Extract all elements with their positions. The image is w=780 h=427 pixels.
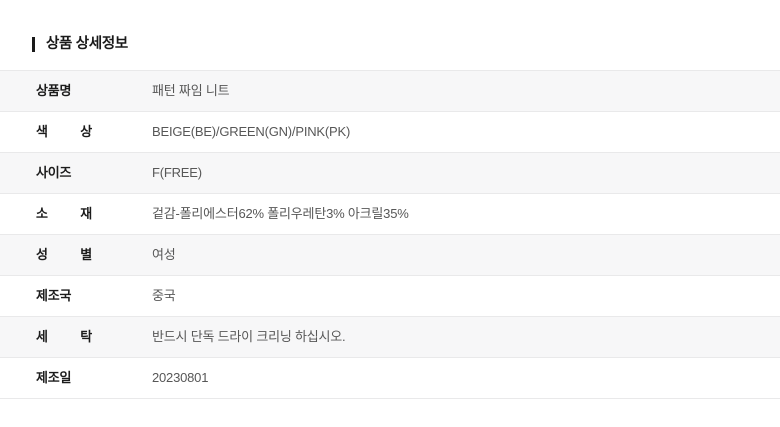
spec-label-cell: 상품명: [0, 70, 152, 112]
spec-value-cell: 반드시 단독 드라이 크리닝 하십시오.: [152, 316, 780, 358]
table-row: 제조일 20230801: [0, 357, 780, 399]
section-heading: 상품 상세정보: [0, 30, 780, 58]
spec-value-cell: F(FREE): [152, 152, 780, 194]
spec-label-cell: 사이즈: [0, 152, 152, 194]
spec-label: 제조국: [36, 288, 72, 303]
spec-value: 20230801: [152, 370, 209, 385]
spec-value-cell: 여성: [152, 234, 780, 276]
spec-value-cell: BEIGE(BE)/GREEN(GN)/PINK(PK): [152, 111, 780, 153]
spec-value: 중국: [152, 288, 176, 303]
spec-label: 상품명: [36, 83, 72, 98]
table-row: 상품명 패턴 짜임 니트: [0, 70, 780, 112]
spec-value: 반드시 단독 드라이 크리닝 하십시오.: [152, 329, 346, 344]
spec-label-cell: 제조국: [0, 275, 152, 317]
spec-label-cell: 성 별: [0, 234, 152, 276]
heading-accent-bar: [32, 36, 35, 52]
spec-value: 겉감-폴리에스터62% 폴리우레탄3% 아크릴35%: [152, 206, 409, 221]
page-title: 상품 상세정보: [46, 35, 128, 52]
table-row: 소 재 겉감-폴리에스터62% 폴리우레탄3% 아크릴35%: [0, 193, 780, 235]
spec-label: 소 재: [36, 206, 92, 221]
spec-label: 성 별: [36, 247, 92, 262]
table-row: 성 별 여성: [0, 234, 780, 276]
spec-value: BEIGE(BE)/GREEN(GN)/PINK(PK): [152, 124, 351, 139]
spec-label-cell: 소 재: [0, 193, 152, 235]
spec-value-cell: 20230801: [152, 357, 780, 399]
spec-value: 여성: [152, 247, 176, 262]
spec-value: F(FREE): [152, 165, 202, 180]
spec-value-cell: 겉감-폴리에스터62% 폴리우레탄3% 아크릴35%: [152, 193, 780, 235]
spec-label: 색 상: [36, 124, 92, 139]
spec-label: 세 탁: [36, 329, 92, 344]
spec-label-cell: 제조일: [0, 357, 152, 399]
spec-value-cell: 중국: [152, 275, 780, 317]
spec-label-cell: 세 탁: [0, 316, 152, 358]
table-row: 색 상 BEIGE(BE)/GREEN(GN)/PINK(PK): [0, 111, 780, 153]
table-row: 사이즈 F(FREE): [0, 152, 780, 194]
spec-label: 사이즈: [36, 165, 72, 180]
spec-value: 패턴 짜임 니트: [152, 83, 230, 98]
spec-label: 제조일: [36, 370, 72, 385]
spec-label-cell: 색 상: [0, 111, 152, 153]
spec-value-cell: 패턴 짜임 니트: [152, 70, 780, 112]
table-row: 세 탁 반드시 단독 드라이 크리닝 하십시오.: [0, 316, 780, 358]
table-row: 제조국 중국: [0, 275, 780, 317]
